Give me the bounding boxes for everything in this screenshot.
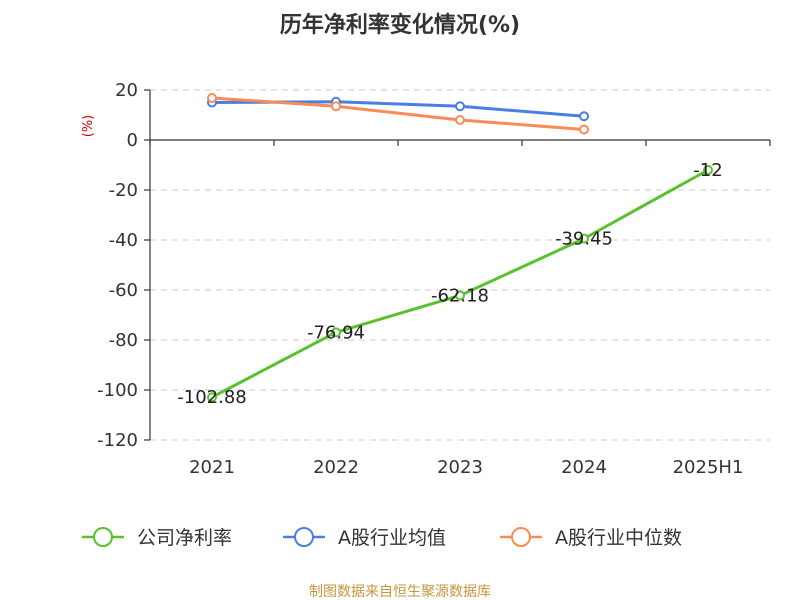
- data-label: -102.88: [177, 387, 246, 408]
- y-tick-labels: 20 0 -20 -40 -60 -80 -100 -120: [97, 80, 138, 451]
- legend-label: A股行业均值: [338, 527, 446, 549]
- y-axis-unit-label: (%): [81, 115, 96, 138]
- y-tick-label: -80: [109, 330, 138, 351]
- data-point: [455, 290, 465, 301]
- y-tick-label: -20: [109, 180, 138, 201]
- data-point: [455, 115, 465, 125]
- data-point: [703, 165, 713, 175]
- legend-item[interactable]: A股行业中位数: [500, 527, 682, 549]
- series-lines: [207, 93, 713, 403]
- legend-label: 公司净利率: [137, 527, 232, 549]
- chart-title: 历年净利率变化情况(%): [280, 12, 520, 38]
- data-labels: -102.88 -76.94 -62.18 -39.45 -12: [177, 160, 722, 408]
- legend[interactable]: 公司净利率 A股行业均值 A股行业中位数: [82, 527, 682, 549]
- data-label: -39.45: [555, 229, 613, 250]
- legend-item[interactable]: A股行业均值: [283, 527, 446, 549]
- data-label: -76.94: [307, 322, 365, 343]
- source-note: 制图数据来自恒生聚源数据库: [309, 584, 491, 600]
- series-line: [211, 168, 709, 399]
- y-tick-label: -100: [97, 380, 138, 401]
- x-tick-label: 2024: [561, 457, 607, 478]
- axes: [144, 89, 771, 441]
- grid-lines: [150, 89, 770, 441]
- data-label: -62.18: [431, 285, 489, 306]
- legend-swatch-marker: [511, 527, 531, 547]
- x-tick-labels: 2021 2022 2023 2024 2025H1: [189, 457, 743, 478]
- y-tick-label: -40: [109, 230, 138, 251]
- data-point: [579, 111, 589, 122]
- data-point: [331, 101, 341, 112]
- y-tick-label: -60: [109, 280, 138, 301]
- data-point: [207, 93, 217, 103]
- x-tick-label: 2022: [313, 457, 359, 478]
- legend-label: A股行业中位数: [555, 527, 682, 549]
- data-point: [207, 392, 217, 403]
- data-point: [579, 233, 589, 244]
- data-point: [455, 101, 465, 112]
- legend-swatch-marker: [294, 527, 314, 547]
- x-tick-label: 2023: [437, 457, 483, 478]
- legend-item[interactable]: 公司净利率: [82, 527, 232, 549]
- legend-swatch-marker: [93, 527, 113, 547]
- series-line: [211, 96, 585, 131]
- x-tick-label: 2021: [189, 457, 235, 478]
- y-tick-label: -120: [97, 430, 138, 451]
- y-tick-label: 0: [127, 130, 138, 151]
- x-tick-label: 2025H1: [673, 457, 744, 478]
- data-point: [579, 124, 589, 135]
- data-point: [331, 327, 341, 338]
- data-label: -12: [693, 160, 722, 181]
- y-tick-label: 20: [115, 80, 138, 101]
